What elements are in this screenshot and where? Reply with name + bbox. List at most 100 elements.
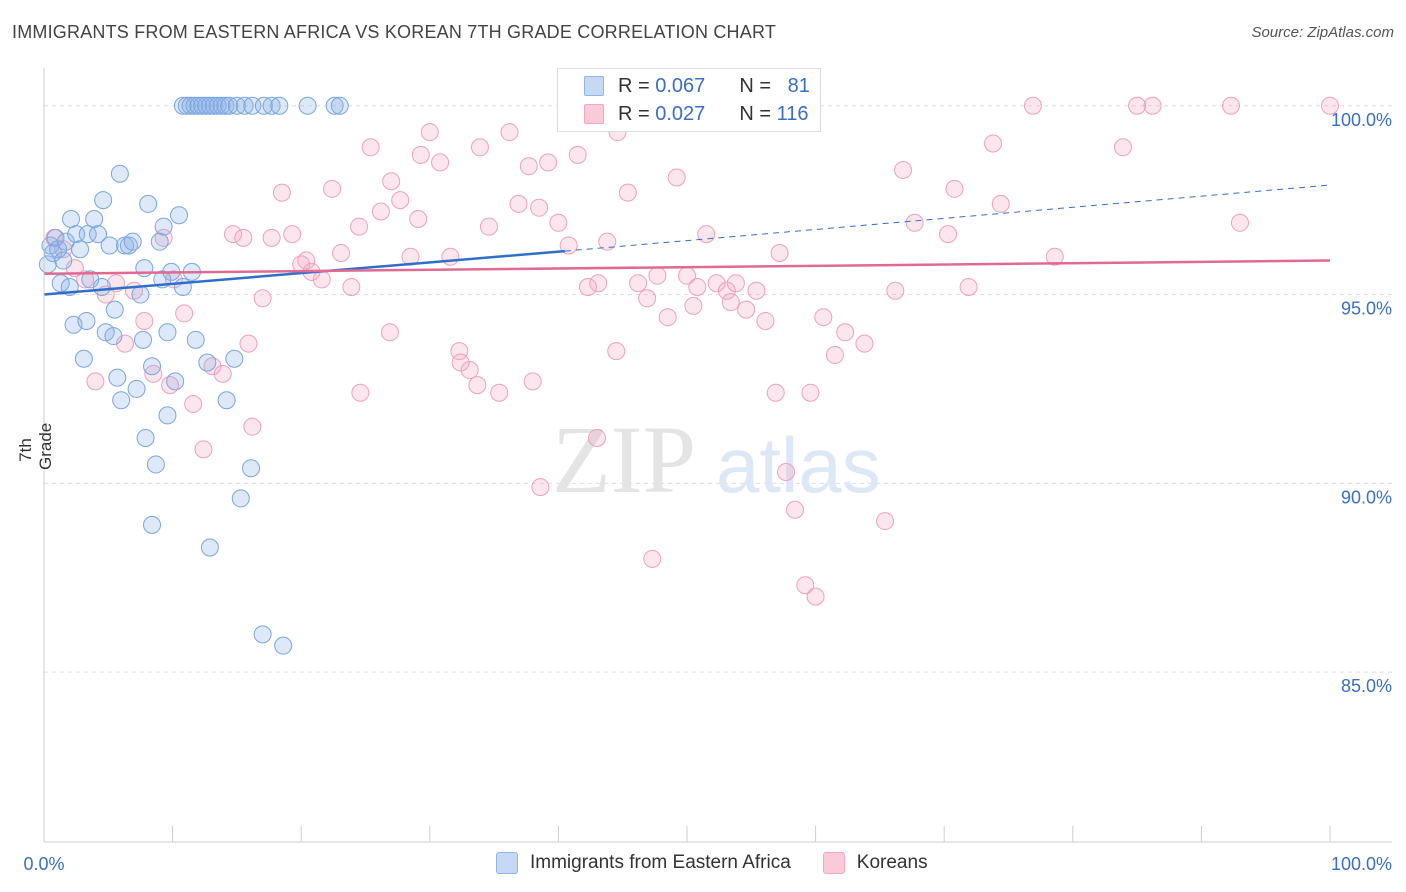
- point-eastern-africa: [212, 96, 231, 115]
- point-korean: [239, 334, 258, 353]
- point-korean: [350, 217, 369, 236]
- point-korean: [1321, 96, 1339, 115]
- y-tick-labels: 85.0% 90.0% 95.0% 100.0%: [1331, 110, 1392, 696]
- y-tick-label: 85.0%: [1341, 676, 1392, 696]
- watermark-zip: ZIP: [552, 406, 696, 513]
- point-korean: [86, 372, 105, 391]
- point-eastern-africa: [56, 232, 75, 251]
- point-eastern-africa: [135, 259, 154, 278]
- point-korean: [721, 293, 740, 312]
- point-korean: [135, 311, 154, 330]
- point-korean: [1128, 96, 1147, 115]
- y-tick-label: 100.0%: [1331, 110, 1392, 130]
- point-eastern-africa: [186, 330, 205, 349]
- point-korean: [184, 395, 203, 414]
- point-korean: [1221, 96, 1240, 115]
- point-korean: [194, 440, 213, 459]
- point-eastern-africa: [198, 353, 217, 372]
- point-korean: [409, 210, 428, 229]
- point-korean: [598, 232, 617, 251]
- point-eastern-africa: [54, 251, 73, 270]
- point-korean: [876, 512, 895, 531]
- point-eastern-africa: [298, 96, 317, 115]
- point-korean: [312, 270, 331, 289]
- point-eastern-africa: [235, 96, 254, 115]
- point-eastern-africa: [104, 327, 123, 346]
- point-eastern-africa: [217, 391, 236, 410]
- legend-label: Koreans: [856, 852, 928, 873]
- point-eastern-africa: [270, 96, 289, 115]
- point-korean: [756, 311, 775, 330]
- point-korean: [1230, 213, 1249, 232]
- legend-r-value: 0.067: [655, 74, 706, 97]
- point-korean: [144, 364, 163, 383]
- point-eastern-africa: [143, 515, 162, 534]
- point-eastern-africa: [139, 194, 158, 213]
- legend-item-eastern-africa: Immigrants from Eastern Africa: [496, 852, 791, 874]
- legend-n-value: 116: [776, 102, 809, 125]
- point-korean: [391, 191, 410, 210]
- point-eastern-africa: [242, 459, 261, 478]
- point-korean: [568, 145, 587, 164]
- point-korean: [984, 134, 1003, 153]
- point-eastern-africa: [49, 240, 68, 259]
- point-eastern-africa: [110, 164, 129, 183]
- point-korean: [243, 417, 262, 436]
- point-eastern-africa: [220, 96, 239, 115]
- legend-n-label: N =: [739, 102, 771, 125]
- point-korean: [1023, 96, 1042, 115]
- point-korean: [401, 247, 420, 266]
- legend-n-value: 81: [787, 74, 810, 97]
- point-korean: [707, 274, 726, 293]
- point-korean: [855, 334, 874, 353]
- point-korean: [539, 153, 558, 172]
- point-korean: [959, 277, 978, 296]
- point-korean: [607, 342, 626, 361]
- point-korean: [836, 323, 855, 342]
- legend-swatch-blue: [496, 852, 518, 874]
- trend-koreans: [43, 259, 1331, 276]
- point-eastern-africa: [89, 225, 108, 244]
- point-korean: [297, 251, 316, 270]
- point-eastern-africa: [62, 210, 81, 229]
- point-korean: [523, 372, 542, 391]
- point-korean: [801, 383, 820, 402]
- point-eastern-africa: [325, 96, 344, 115]
- point-korean: [519, 157, 538, 176]
- point-korean: [905, 213, 924, 232]
- point-eastern-africa: [158, 406, 177, 425]
- point-korean: [766, 383, 785, 402]
- point-korean: [587, 429, 606, 448]
- point-korean: [342, 277, 361, 296]
- point-eastern-africa: [146, 455, 165, 474]
- legend-swatch-pink: [822, 852, 845, 874]
- point-korean: [629, 274, 648, 293]
- point-korean: [253, 289, 272, 308]
- point-korean: [470, 138, 489, 157]
- point-korean: [323, 179, 342, 198]
- point-eastern-africa: [92, 277, 111, 296]
- legend-item-koreans: Koreans: [822, 852, 928, 874]
- point-korean: [283, 225, 302, 244]
- grid-lines: [44, 105, 1392, 673]
- point-korean: [530, 198, 549, 217]
- point-eastern-africa: [274, 636, 293, 655]
- point-eastern-africa: [131, 285, 150, 304]
- point-korean: [380, 323, 399, 342]
- point-korean: [697, 225, 716, 244]
- point-eastern-africa: [100, 236, 119, 255]
- x-tick-label: 0.0%: [23, 854, 64, 874]
- point-eastern-africa: [127, 379, 146, 398]
- point-korean: [618, 183, 637, 202]
- point-eastern-africa: [166, 372, 185, 391]
- point-eastern-africa: [78, 225, 97, 244]
- point-eastern-africa: [154, 217, 173, 236]
- point-eastern-africa: [105, 300, 124, 319]
- point-korean: [814, 308, 833, 327]
- point-korean: [886, 281, 905, 300]
- watermark-atlas: atlas: [716, 421, 881, 509]
- point-korean: [688, 277, 707, 296]
- x-tick-labels: 0.0% 100.0%: [23, 854, 1392, 874]
- legend-swatch-blue: [584, 76, 604, 96]
- point-korean: [1143, 96, 1162, 115]
